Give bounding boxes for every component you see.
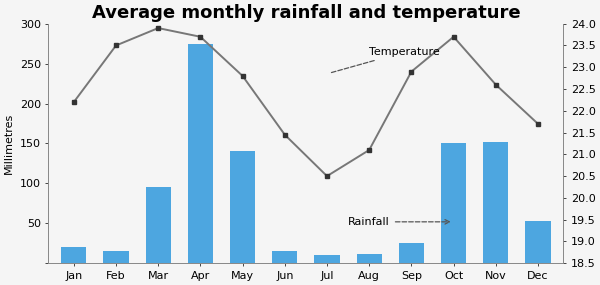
Bar	[146, 187, 171, 263]
Bar	[399, 243, 424, 263]
Text: Rainfall: Rainfall	[348, 217, 449, 227]
Bar	[441, 143, 466, 263]
Y-axis label: Millimetres: Millimetres	[4, 113, 14, 174]
Title: Average monthly rainfall and temperature: Average monthly rainfall and temperature	[92, 4, 520, 22]
Bar	[188, 44, 213, 263]
Bar	[483, 142, 508, 263]
Bar	[314, 255, 340, 263]
Bar	[526, 221, 551, 263]
Bar	[230, 151, 255, 263]
Bar	[103, 251, 128, 263]
Bar	[61, 247, 86, 263]
Text: Temperature: Temperature	[329, 47, 440, 73]
Bar	[356, 254, 382, 263]
Bar	[272, 251, 298, 263]
